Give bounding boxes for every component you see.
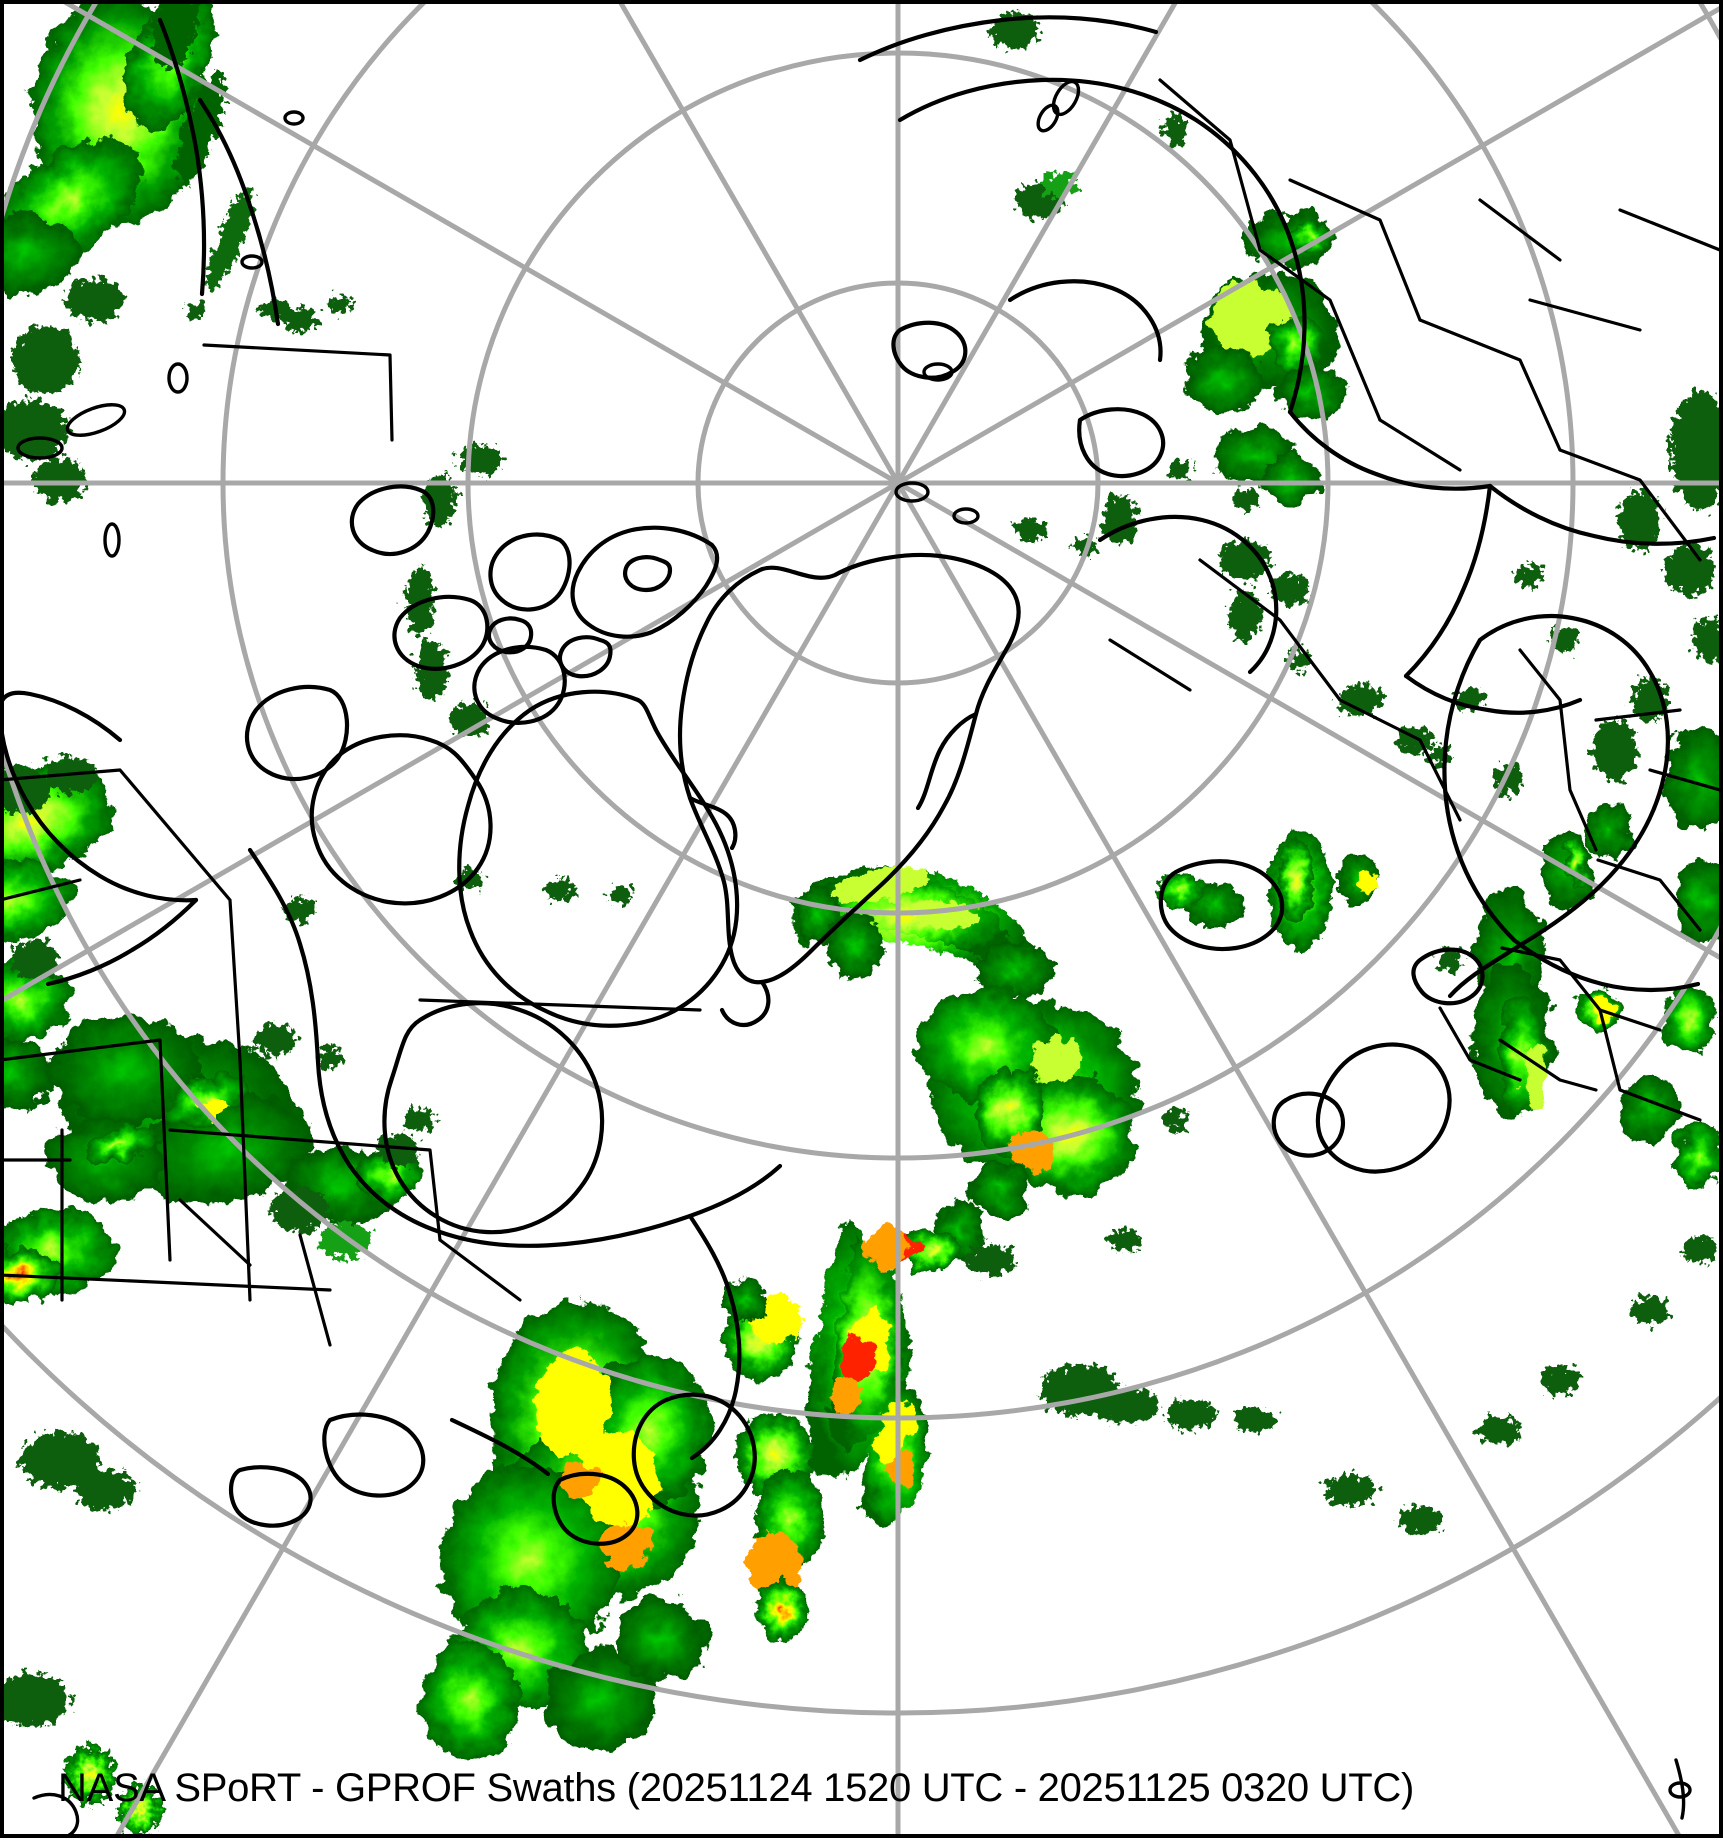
coastline-novaya-zemlya — [1097, 514, 1279, 675]
coastline-siberia — [897, 77, 1307, 415]
coastline-layer — [4, 15, 1719, 1834]
coastline-norway-coast — [1442, 637, 1517, 943]
coastline-taymyr — [1007, 279, 1163, 363]
border-layer-europe — [1438, 648, 1719, 1122]
coastline-ellesmere — [570, 525, 720, 639]
coastline-melville — [392, 594, 490, 671]
border-layer-canada — [4, 343, 702, 1347]
coastline-nova-scotia — [551, 1471, 640, 1546]
coastline-uk — [1315, 1042, 1452, 1174]
coastline-labrador — [687, 1213, 742, 1461]
swath-north-atlantic — [420, 1300, 710, 1758]
coastline-greenland-detail-e — [915, 711, 979, 811]
coastline-greenland — [677, 552, 1021, 985]
coastline-greatlakes-1 — [322, 1412, 426, 1498]
coastline-siberia-2 — [1287, 409, 1493, 491]
coastline-alaska-peninsula — [45, 897, 199, 987]
coastline-greenland-south — [719, 979, 771, 1028]
coastline-canada-mainland — [247, 847, 783, 1248]
coastline-kola — [1403, 673, 1583, 715]
swath-norwegian-sea — [1156, 830, 1378, 950]
coastline-aleutians — [197, 97, 281, 327]
coastline-hudson-bay — [382, 1001, 605, 1235]
swath-southeast-greenland — [790, 866, 1055, 998]
coastline-north-siberia — [857, 15, 1159, 63]
coastline-isl-1 — [557, 635, 613, 679]
swath-atlantic-east — [722, 1278, 825, 1640]
coastline-greenland-detail-w — [687, 795, 738, 851]
coastline-axel-heiberg — [488, 532, 572, 612]
coastline-prince-patrick — [349, 484, 436, 556]
swath-siberia-speckle — [991, 12, 1719, 754]
coastline-white-sea — [1403, 483, 1493, 679]
coastline-denmark — [1411, 947, 1485, 1006]
coastline-siberia-3 — [1487, 483, 1717, 546]
map-caption: NASA SPoRT - GPROF Swaths (20251124 1520… — [58, 1766, 1415, 1810]
coastline-greatlakes-2 — [228, 1465, 313, 1528]
coastline-iceland — [1158, 859, 1285, 952]
coastline-devon — [472, 644, 567, 725]
coastline-isl-3 — [623, 555, 673, 593]
coastline-islands-misc — [16, 79, 1692, 1834]
coastline-baffin — [457, 689, 740, 1028]
coastline-isl-2 — [486, 616, 534, 655]
coastline-newfoundland — [631, 1392, 757, 1518]
coastline-ireland — [1271, 1091, 1346, 1158]
swath-kamchatka-tail — [4, 4, 352, 502]
coastline-svalbard — [1077, 407, 1166, 479]
coastline-kamchatka — [157, 17, 207, 297]
border-layer-russia — [1108, 78, 1719, 822]
coastline-banks — [245, 684, 350, 782]
coastline-stlawrence — [449, 1417, 551, 1477]
coastline-alaska — [4, 690, 199, 903]
